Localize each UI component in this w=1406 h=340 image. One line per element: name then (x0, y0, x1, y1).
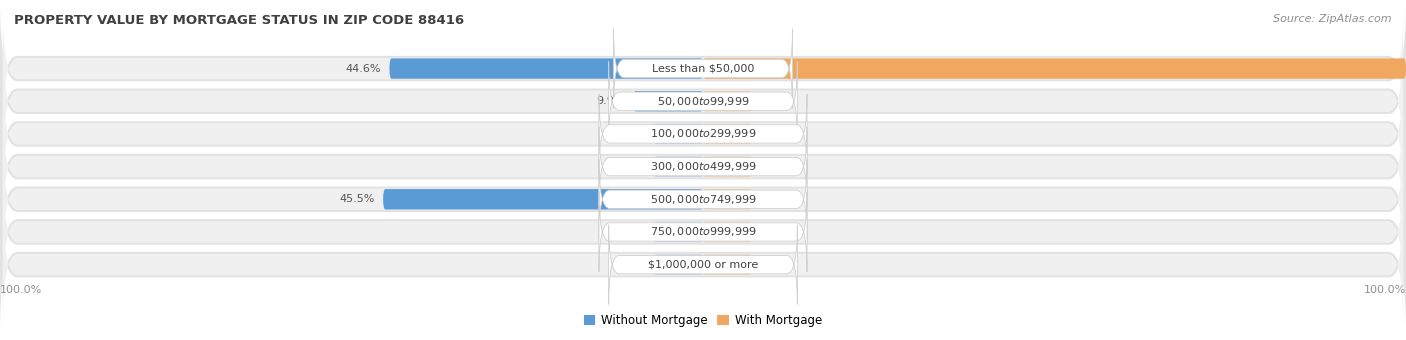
FancyBboxPatch shape (382, 189, 703, 209)
FancyBboxPatch shape (389, 58, 703, 79)
FancyBboxPatch shape (3, 138, 1403, 260)
FancyBboxPatch shape (3, 171, 1403, 293)
FancyBboxPatch shape (703, 222, 752, 242)
FancyBboxPatch shape (0, 65, 1406, 203)
FancyBboxPatch shape (654, 222, 703, 242)
Text: 0.0%: 0.0% (761, 260, 789, 270)
Text: 0.0%: 0.0% (761, 96, 789, 106)
FancyBboxPatch shape (0, 130, 1406, 268)
FancyBboxPatch shape (703, 156, 752, 177)
FancyBboxPatch shape (654, 124, 703, 144)
FancyBboxPatch shape (3, 73, 1403, 195)
Text: $100,000 to $299,999: $100,000 to $299,999 (650, 128, 756, 140)
FancyBboxPatch shape (609, 62, 797, 141)
Text: 0.0%: 0.0% (761, 162, 789, 172)
Text: PROPERTY VALUE BY MORTGAGE STATUS IN ZIP CODE 88416: PROPERTY VALUE BY MORTGAGE STATUS IN ZIP… (14, 14, 464, 27)
FancyBboxPatch shape (3, 40, 1403, 163)
Text: $750,000 to $999,999: $750,000 to $999,999 (650, 225, 756, 238)
FancyBboxPatch shape (654, 254, 703, 275)
FancyBboxPatch shape (703, 254, 752, 275)
Text: $500,000 to $749,999: $500,000 to $749,999 (650, 193, 756, 206)
FancyBboxPatch shape (613, 29, 793, 108)
FancyBboxPatch shape (3, 204, 1403, 326)
FancyBboxPatch shape (633, 91, 703, 112)
FancyBboxPatch shape (599, 127, 807, 206)
Text: $50,000 to $99,999: $50,000 to $99,999 (657, 95, 749, 108)
FancyBboxPatch shape (3, 105, 1403, 228)
Text: 100.0%: 100.0% (1364, 285, 1406, 295)
Text: 0.0%: 0.0% (617, 227, 645, 237)
FancyBboxPatch shape (703, 189, 752, 209)
Text: 45.5%: 45.5% (339, 194, 374, 204)
FancyBboxPatch shape (599, 192, 807, 272)
FancyBboxPatch shape (0, 32, 1406, 170)
FancyBboxPatch shape (0, 163, 1406, 301)
FancyBboxPatch shape (703, 91, 752, 112)
Text: 9.9%: 9.9% (596, 96, 624, 106)
FancyBboxPatch shape (599, 94, 807, 174)
FancyBboxPatch shape (0, 196, 1406, 334)
FancyBboxPatch shape (0, 98, 1406, 236)
Text: 0.0%: 0.0% (617, 260, 645, 270)
Text: 0.0%: 0.0% (761, 194, 789, 204)
FancyBboxPatch shape (703, 58, 1406, 79)
FancyBboxPatch shape (599, 159, 807, 239)
FancyBboxPatch shape (703, 124, 752, 144)
Text: Less than $50,000: Less than $50,000 (652, 64, 754, 73)
Text: 44.6%: 44.6% (346, 64, 381, 73)
Text: 0.0%: 0.0% (761, 227, 789, 237)
Legend: Without Mortgage, With Mortgage: Without Mortgage, With Mortgage (579, 309, 827, 332)
Text: 0.0%: 0.0% (617, 129, 645, 139)
FancyBboxPatch shape (3, 7, 1403, 130)
Text: 0.0%: 0.0% (617, 162, 645, 172)
FancyBboxPatch shape (0, 0, 1406, 137)
Text: 0.0%: 0.0% (761, 129, 789, 139)
FancyBboxPatch shape (654, 156, 703, 177)
FancyBboxPatch shape (609, 225, 797, 304)
Text: Source: ZipAtlas.com: Source: ZipAtlas.com (1274, 14, 1392, 23)
Text: 100.0%: 100.0% (0, 285, 42, 295)
Text: $300,000 to $499,999: $300,000 to $499,999 (650, 160, 756, 173)
Text: $1,000,000 or more: $1,000,000 or more (648, 260, 758, 270)
